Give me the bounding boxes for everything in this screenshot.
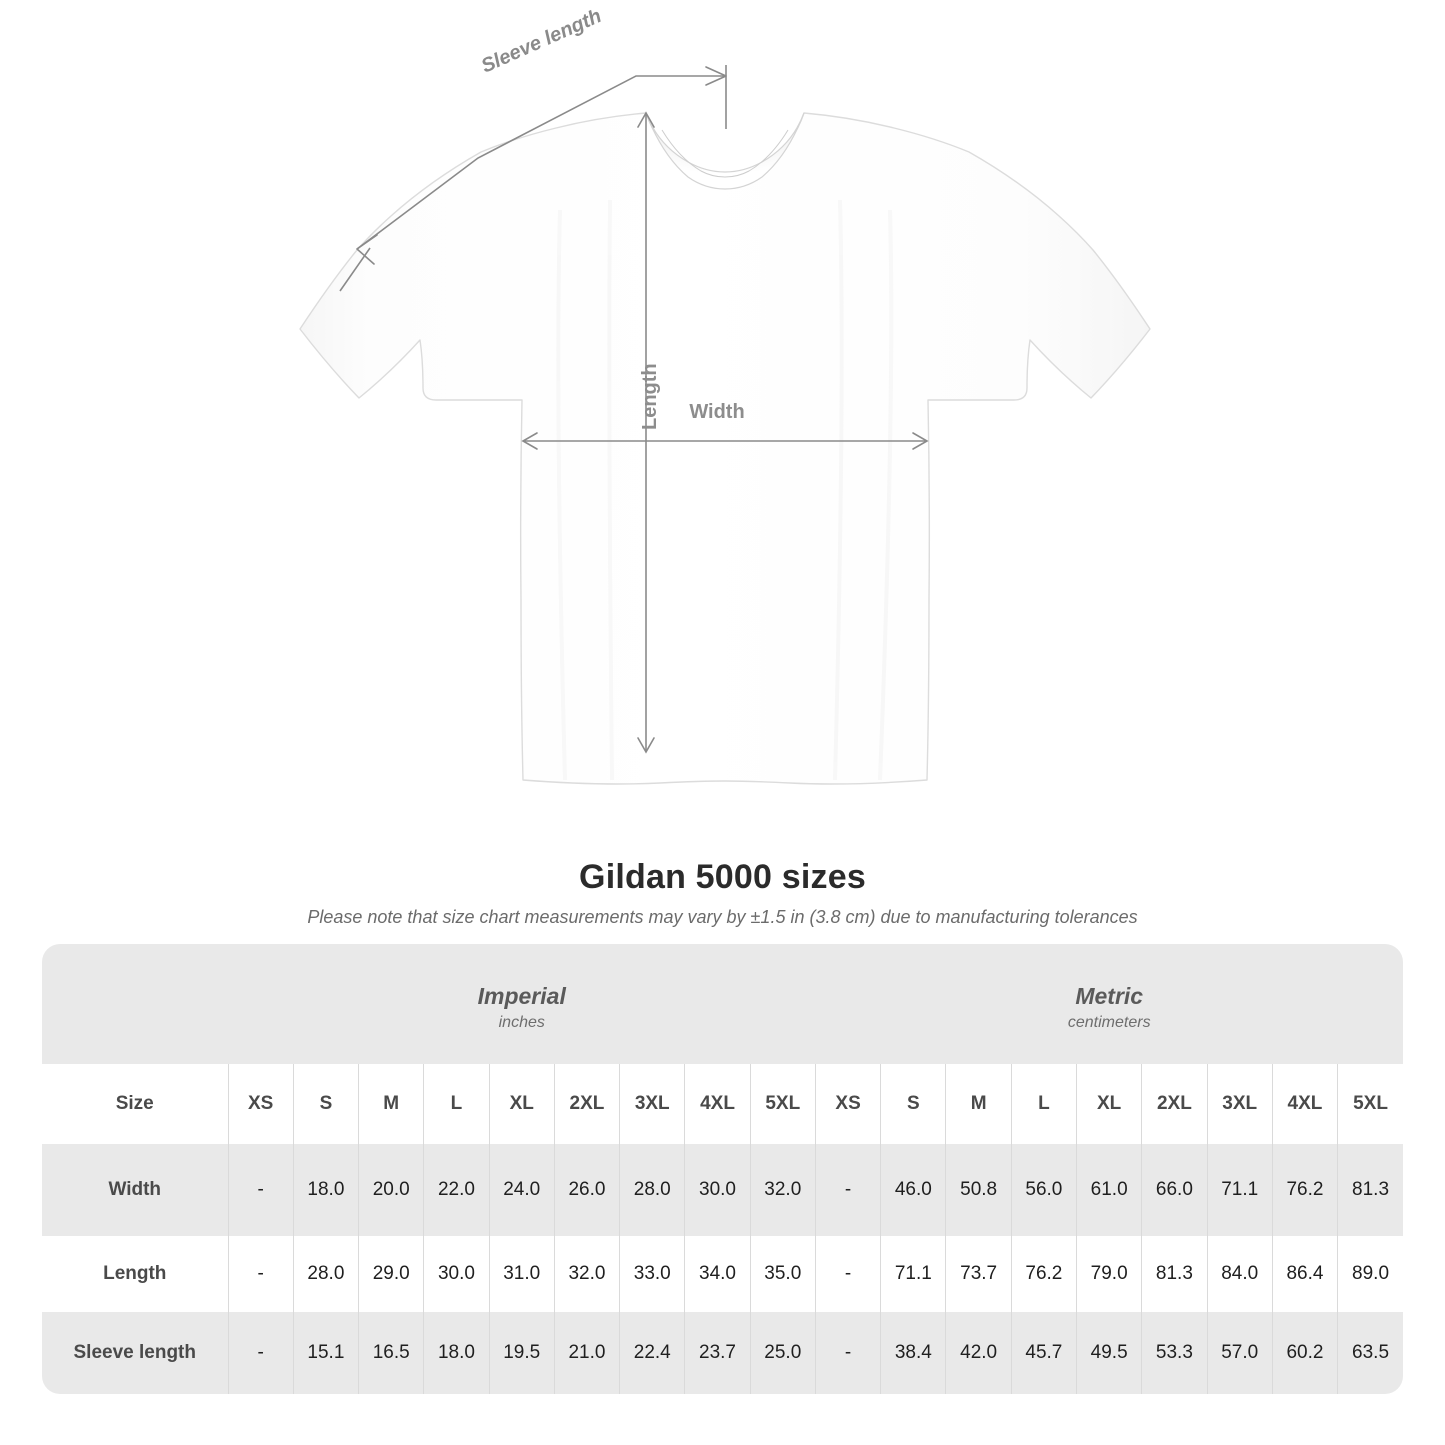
svg-text:Width: Width: [689, 401, 744, 423]
svg-text:Sleeve length: Sleeve length: [478, 5, 605, 78]
svg-text:Length: Length: [639, 363, 661, 430]
